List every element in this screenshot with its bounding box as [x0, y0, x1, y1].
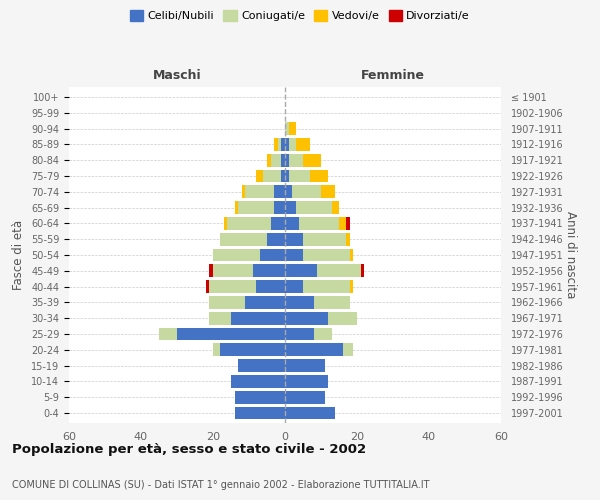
Bar — [253, 264, 285, 278]
Bar — [339, 217, 346, 230]
Bar — [213, 344, 220, 356]
Bar — [296, 201, 332, 214]
Bar — [285, 264, 317, 278]
Bar — [350, 280, 353, 293]
Bar — [235, 201, 238, 214]
Bar — [346, 232, 350, 245]
Bar — [310, 170, 328, 182]
Bar — [209, 264, 213, 278]
Bar — [206, 280, 209, 293]
Bar — [285, 154, 289, 166]
Bar — [303, 154, 321, 166]
Bar — [256, 280, 285, 293]
Bar — [271, 217, 285, 230]
Text: COMUNE DI COLLINAS (SU) - Dati ISTAT 1° gennaio 2002 - Elaborazione TUTTITALIA.I: COMUNE DI COLLINAS (SU) - Dati ISTAT 1° … — [12, 480, 430, 490]
Bar — [314, 328, 332, 340]
Bar — [285, 201, 296, 214]
Text: Femmine: Femmine — [361, 70, 425, 82]
Bar — [267, 232, 285, 245]
Bar — [289, 122, 296, 135]
Bar — [285, 232, 303, 245]
Bar — [209, 312, 231, 324]
Bar — [285, 390, 325, 404]
Bar — [220, 232, 267, 245]
Bar — [285, 138, 289, 151]
Bar — [321, 186, 335, 198]
Bar — [303, 232, 346, 245]
Bar — [235, 406, 285, 420]
Bar — [289, 138, 296, 151]
Bar — [271, 154, 281, 166]
Bar — [231, 375, 285, 388]
Bar — [328, 312, 357, 324]
Bar — [285, 170, 289, 182]
Bar — [285, 406, 335, 420]
Bar — [224, 217, 227, 230]
Bar — [285, 375, 328, 388]
Bar — [289, 170, 310, 182]
Bar — [314, 296, 350, 309]
Bar — [303, 248, 350, 262]
Bar — [285, 186, 292, 198]
Bar — [346, 217, 350, 230]
Bar — [285, 217, 299, 230]
Bar — [256, 170, 263, 182]
Bar — [238, 201, 274, 214]
Bar — [296, 138, 310, 151]
Bar — [220, 344, 285, 356]
Bar — [274, 138, 278, 151]
Bar — [299, 217, 339, 230]
Bar — [303, 280, 350, 293]
Bar — [285, 122, 289, 135]
Bar — [267, 154, 271, 166]
Bar — [245, 186, 274, 198]
Bar — [274, 186, 285, 198]
Bar — [242, 186, 245, 198]
Bar — [159, 328, 177, 340]
Bar — [292, 186, 321, 198]
Bar — [332, 201, 339, 214]
Bar — [278, 138, 281, 151]
Bar — [209, 296, 245, 309]
Text: Maschi: Maschi — [152, 70, 202, 82]
Y-axis label: Anni di nascita: Anni di nascita — [565, 212, 577, 298]
Bar — [281, 154, 285, 166]
Bar — [285, 296, 314, 309]
Bar — [285, 328, 314, 340]
Bar — [227, 217, 271, 230]
Bar — [285, 280, 303, 293]
Bar — [209, 280, 256, 293]
Bar — [213, 264, 253, 278]
Bar — [317, 264, 361, 278]
Bar — [285, 312, 328, 324]
Bar — [213, 248, 260, 262]
Bar — [350, 248, 353, 262]
Legend: Celibi/Nubili, Coniugati/e, Vedovi/e, Divorziati/e: Celibi/Nubili, Coniugati/e, Vedovi/e, Di… — [128, 8, 472, 24]
Bar — [238, 359, 285, 372]
Bar — [235, 390, 285, 404]
Bar — [263, 170, 281, 182]
Bar — [281, 138, 285, 151]
Bar — [260, 248, 285, 262]
Y-axis label: Fasce di età: Fasce di età — [13, 220, 25, 290]
Bar — [274, 201, 285, 214]
Bar — [177, 328, 285, 340]
Text: Popolazione per età, sesso e stato civile - 2002: Popolazione per età, sesso e stato civil… — [12, 442, 366, 456]
Bar — [285, 344, 343, 356]
Bar — [361, 264, 364, 278]
Bar — [285, 248, 303, 262]
Bar — [289, 154, 303, 166]
Bar — [343, 344, 353, 356]
Bar — [285, 359, 325, 372]
Bar — [281, 170, 285, 182]
Bar — [245, 296, 285, 309]
Bar — [231, 312, 285, 324]
